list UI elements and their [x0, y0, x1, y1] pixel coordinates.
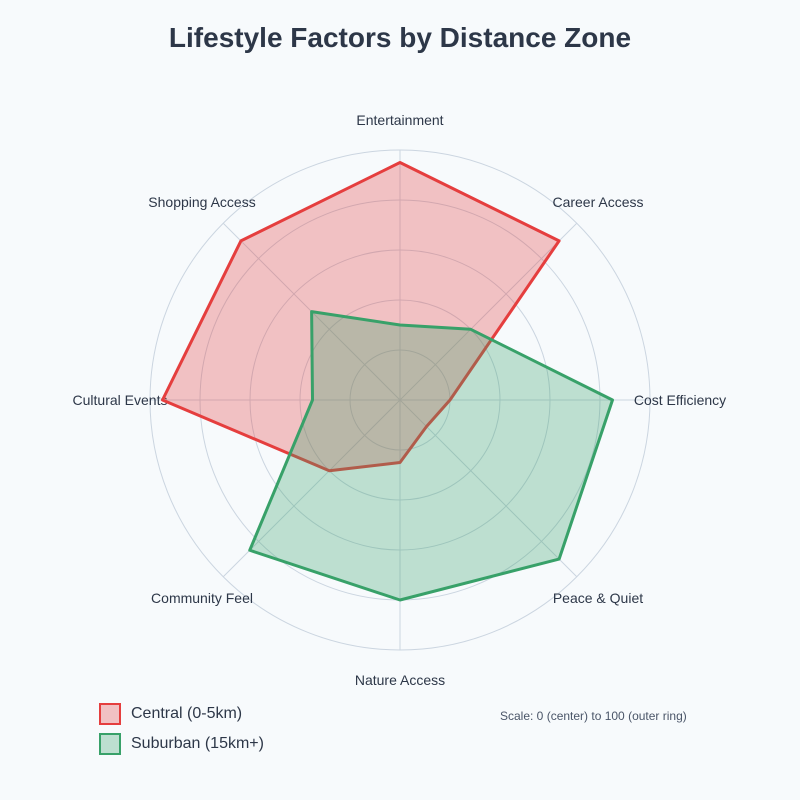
legend-swatch [99, 703, 121, 725]
axis-label: Cost Efficiency [634, 392, 726, 408]
axis-label: Peace & Quiet [553, 590, 643, 606]
legend-item-suburban: Suburban (15km+) [99, 729, 264, 759]
scale-note: Scale: 0 (center) to 100 (outer ring) [500, 709, 687, 723]
axis-line [399, 222, 578, 401]
axis-label: Career Access [552, 194, 643, 210]
axis-line [399, 399, 578, 578]
series-area-1 [248, 310, 614, 602]
axis-label: Entertainment [356, 112, 443, 128]
legend-label: Suburban (15km+) [131, 735, 264, 752]
axis-line [222, 399, 401, 578]
chart-title: Lifestyle Factors by Distance Zone [168, 22, 632, 53]
axis-label: Community Feel [151, 590, 253, 606]
axis-label: Cultural Events [73, 392, 168, 408]
legend-label: Central (0-5km) [131, 705, 243, 722]
legend-swatch [99, 733, 121, 755]
axis-label: Shopping Access [148, 194, 255, 210]
axis-label: Nature Access [355, 672, 445, 688]
legend-item-central: Central (0-5km) [99, 699, 264, 729]
legend: Central (0-5km) Suburban (15km+) [99, 699, 264, 759]
series-area-0 [161, 161, 561, 473]
